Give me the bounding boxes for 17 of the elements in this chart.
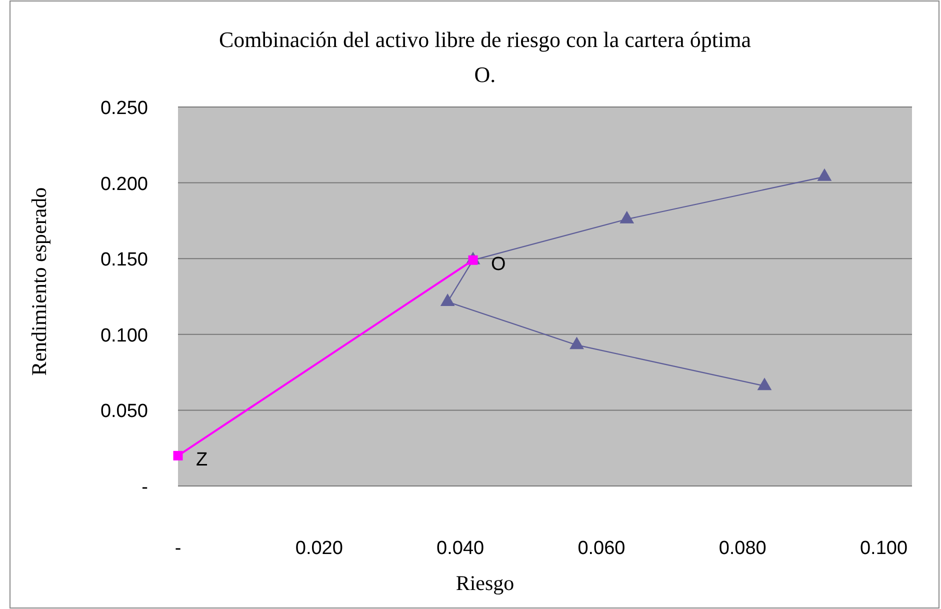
y-tick-label: - [142, 477, 148, 498]
x-tick-label: 0.020 [295, 538, 343, 559]
annotation: O [491, 254, 506, 276]
x-tick-label: - [174, 538, 182, 559]
x-tick-label: 0.080 [718, 538, 766, 559]
annotation: Z [196, 450, 208, 471]
y-tick-label: 0.250 [100, 98, 148, 119]
chart-title: Combinación del activo libre de riesgo con la cartera óptima O. [218, 27, 752, 87]
y-axis-title: Rendimiento esperado [27, 187, 51, 376]
y-tick-label: 0.200 [100, 174, 148, 195]
x-tick-label: 0.100 [860, 538, 908, 559]
x-tick-label: 0.040 [436, 538, 484, 559]
y-tick-label: 0.150 [100, 250, 148, 271]
x-axis-title: Riesgo [456, 571, 514, 595]
x-tick-label: 0.060 [578, 538, 626, 559]
y-tick-label: 0.100 [100, 325, 148, 346]
y-tick-label: 0.050 [100, 401, 148, 422]
